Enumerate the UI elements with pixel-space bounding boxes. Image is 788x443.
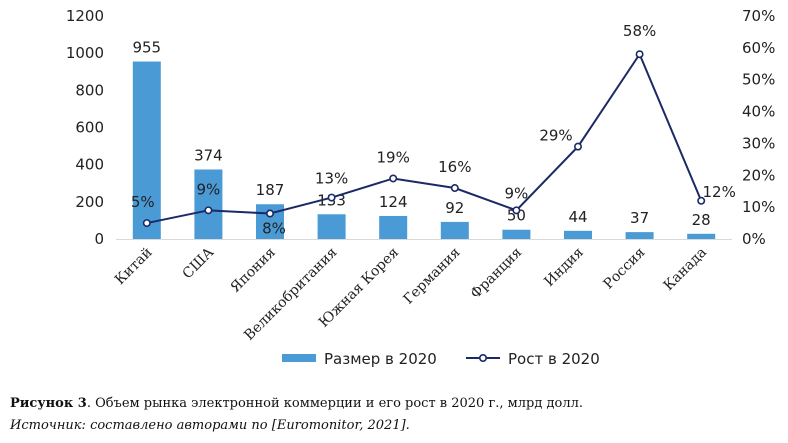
bar-value-label: 44: [568, 208, 587, 226]
bar-series: [132, 61, 716, 239]
legend-line-label: Рост в 2020: [508, 350, 600, 368]
bar: [317, 214, 346, 239]
legend: Размер в 2020 Рост в 2020: [282, 350, 600, 368]
bar: [625, 232, 654, 239]
bar: [687, 233, 716, 239]
category-label: Германия: [401, 244, 464, 307]
category-label: Индия: [541, 244, 587, 290]
legend-line-marker: [478, 353, 487, 362]
line-marker: [204, 206, 213, 215]
y-left-tick-label: 1200: [66, 7, 104, 25]
right-axis: 0% 10% 20% 30% 40% 50% 60% 70%: [742, 7, 775, 248]
category-label: Франция: [468, 244, 526, 302]
y-left-tick-label: 400: [75, 156, 104, 174]
y-right-tick-label: 60%: [742, 39, 775, 57]
legend-bar-label: Размер в 2020: [324, 350, 437, 368]
line-value-label: 19%: [377, 148, 410, 166]
bar-value-label: 37: [630, 209, 649, 227]
y-right-tick-label: 10%: [742, 198, 775, 216]
line-marker: [512, 206, 521, 215]
y-right-tick-label: 50%: [742, 71, 775, 89]
y-right-tick-label: 40%: [742, 103, 775, 121]
line-value-label: 9%: [505, 184, 529, 202]
line-value-label: 16%: [438, 158, 471, 176]
bar-value-label: 187: [256, 181, 285, 199]
line-marker: [142, 219, 151, 228]
legend-bar-swatch: [282, 354, 316, 362]
figure-source: Источник: составлено авторами по [Euromo…: [10, 418, 410, 433]
line-value-label: 29%: [539, 127, 572, 145]
figure-caption-text: . Объем рынка электронной коммерции и ег…: [86, 396, 583, 411]
line-marker: [450, 184, 459, 193]
y-left-tick-label: 800: [75, 81, 104, 99]
line-value-label: 13%: [315, 170, 348, 188]
category-label: Китай: [112, 245, 156, 289]
bar-value-label: 124: [379, 193, 408, 211]
y-left-tick-label: 600: [75, 119, 104, 137]
bar: [194, 169, 223, 239]
line-marker: [635, 50, 644, 59]
line-marker: [573, 142, 582, 151]
line-value-label: 8%: [262, 220, 286, 238]
y-right-tick-label: 20%: [742, 166, 775, 184]
line-value-label: 12%: [703, 183, 736, 201]
line-marker: [389, 174, 398, 183]
y-right-tick-label: 70%: [742, 7, 775, 25]
category-label: Канада: [661, 245, 710, 294]
y-left-tick-label: 1000: [66, 44, 104, 62]
bar: [379, 215, 408, 239]
figure-caption-label: Рисунок 3: [10, 396, 87, 411]
line-marker: [697, 196, 706, 205]
bar: [502, 229, 531, 239]
line-marker: [265, 209, 274, 218]
y-right-tick-label: 0%: [742, 230, 766, 248]
bar-value-label: 955: [132, 39, 161, 57]
bar: [564, 230, 592, 239]
line-series: [142, 50, 706, 228]
bar-value-label: 50: [507, 207, 526, 225]
bar-labels: 9553741871331249250443728: [132, 39, 710, 229]
line-marker: [327, 193, 336, 202]
bar: [132, 61, 161, 239]
line-labels: 5% 9% 8% 13% 19% 16% 9% 29% 58% 12%: [131, 22, 736, 237]
bar-value-label: 92: [445, 199, 464, 217]
left-axis: 0 200 400 600 800 1000 1200: [66, 7, 732, 248]
y-left-tick-label: 0: [94, 230, 104, 248]
category-label: США: [180, 244, 218, 282]
line-value-label: 58%: [623, 22, 656, 40]
category-label: Россия: [601, 244, 649, 292]
chart: 0 200 400 600 800 1000 1200 0% 10% 20% 30% 40% 50% 6…: [66, 7, 776, 368]
category-label: Япония: [228, 244, 279, 295]
bar-value-label: 28: [692, 211, 711, 229]
line-value-label: 9%: [197, 180, 221, 198]
bar-value-label: 374: [194, 146, 223, 164]
y-right-tick-label: 30%: [742, 134, 775, 152]
figure-caption: Рисунок 3. Объем рынка электронной комме…: [10, 396, 583, 411]
line-value-label: 5%: [131, 193, 155, 211]
y-left-tick-label: 200: [75, 193, 104, 211]
growth-line: [146, 52, 703, 225]
bar: [440, 221, 469, 239]
